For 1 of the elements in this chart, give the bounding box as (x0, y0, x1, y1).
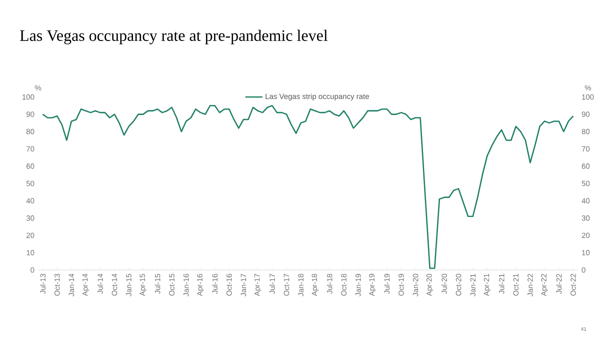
chart-title: Las Vegas occupancy rate at pre-pandemic level (20, 30, 328, 44)
